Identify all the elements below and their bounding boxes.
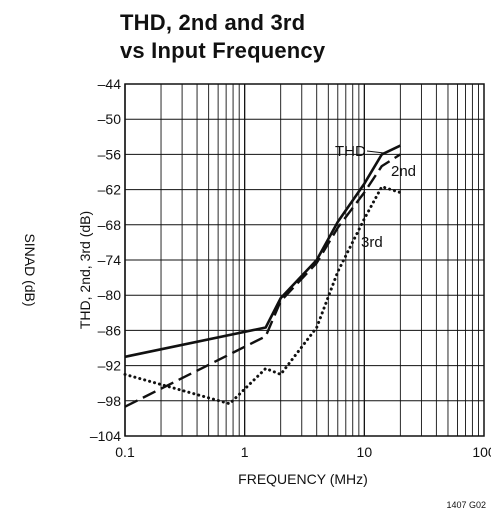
y-tick-label: –44 <box>98 76 122 92</box>
y-tick-labels: –44 –50 –56 –62 –68 –74 –80 –86 –92 –98 –104 <box>90 76 121 444</box>
chart-title-line-1: THD, 2nd and 3rd <box>120 10 306 35</box>
y-tick-label: –86 <box>98 322 122 338</box>
y-axis-label-secondary: SINAD (dB) <box>22 233 38 306</box>
x-axis-label: FREQUENCY (MHz) <box>238 471 368 487</box>
series-line-3rd <box>123 185 402 406</box>
series-label-3rd: 3rd <box>361 234 383 251</box>
y-tick-label: –92 <box>98 358 122 374</box>
x-tick-labels: 0.1 1 10 100 <box>115 444 491 460</box>
series-label-thd: THD <box>335 143 366 160</box>
y-tick-label: –98 <box>98 393 122 409</box>
series-line-2nd <box>124 153 402 408</box>
grid <box>124 83 484 437</box>
y-tick-label: –104 <box>90 428 121 444</box>
plot-frame <box>124 83 485 437</box>
series-group <box>123 144 402 408</box>
y-tick-label: –80 <box>98 287 122 303</box>
y-tick-label: –74 <box>98 252 122 268</box>
y-tick-label: –62 <box>98 182 122 198</box>
x-tick-label: 10 <box>357 444 373 460</box>
y-tick-label: –50 <box>98 111 122 127</box>
y-tick-label: –68 <box>98 217 122 233</box>
series-line-thd <box>124 144 401 359</box>
y-axis-label: THD, 2nd, 3rd (dB) <box>77 211 93 329</box>
x-tick-label: 1 <box>241 444 249 460</box>
chart-title-line-2: vs Input Frequency <box>120 38 326 63</box>
x-tick-label: 100 <box>472 444 491 460</box>
thd-label-leader <box>366 150 385 154</box>
y-tick-label: –56 <box>98 146 122 162</box>
series-label-2nd: 2nd <box>391 163 416 180</box>
figure-code: 1407 G02 <box>446 500 486 510</box>
x-tick-label: 0.1 <box>115 444 135 460</box>
